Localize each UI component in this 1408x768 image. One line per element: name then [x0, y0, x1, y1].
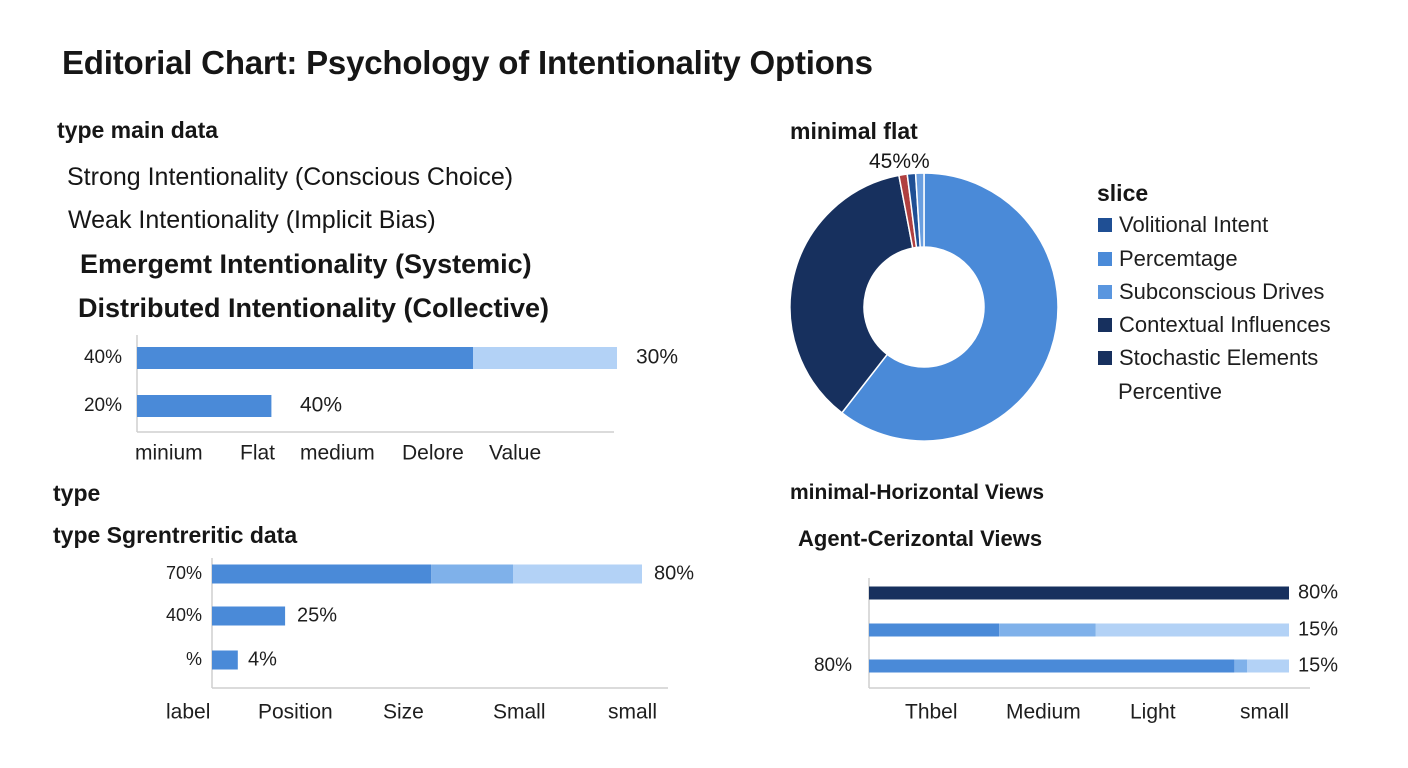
chart4-bar-2-seg-2 — [1247, 659, 1289, 673]
legend-label: Stochastic Elements — [1119, 345, 1319, 370]
chart1-x-tick-4: Value — [489, 442, 541, 465]
intentionality-item-3: Emergemt Intentionality (Systemic) — [80, 249, 532, 279]
chart4-category-label-2: 80% — [814, 655, 852, 676]
chart4-bar-0-seg-0 — [869, 586, 1289, 600]
donut-slice-stochastic-elements — [914, 172, 925, 248]
legend-label: Contextual Influences — [1119, 312, 1331, 337]
chart1-value-label-1: 40% — [300, 394, 342, 417]
legend-item: Volitional Intent — [1098, 212, 1268, 238]
chart3-x-tick-1: Position — [258, 701, 333, 724]
legend-label: Volitional Intent — [1119, 212, 1269, 237]
chart3-value-label-1: 25% — [297, 604, 337, 626]
chart4-bar-1-seg-0 — [869, 623, 1000, 637]
chart1-x-tick-3: Delore — [402, 442, 464, 465]
chart4-value-label-1: 15% — [1298, 618, 1338, 640]
donut-legend-title: slice — [1097, 180, 1149, 206]
donut-chart-title: minimal flat — [790, 118, 918, 144]
donut-slice-percemtage — [840, 172, 1059, 442]
chart3-value-label-2: 4% — [248, 648, 277, 670]
chart3-bar-0-seg-2 — [513, 564, 642, 584]
chart4-title: Agent-Cerizontal Views — [798, 526, 1043, 551]
legend-swatch — [1098, 252, 1112, 266]
chart3-x-tick-2: Size — [383, 701, 424, 724]
chart4-value-label-2: 15% — [1298, 654, 1338, 676]
chart3-category-label-1: 40% — [166, 605, 202, 625]
chart3-bar-2-seg-0 — [212, 650, 238, 670]
chart4-bar-2-seg-1 — [1234, 659, 1247, 673]
legend-item: Stochastic Elements — [1098, 345, 1318, 371]
chart3-category-label-0: 70% — [166, 563, 202, 583]
legend-label: Percemtage — [1119, 246, 1238, 271]
legend-item: Percentive — [1098, 379, 1222, 405]
chart4-bar-1-seg-1 — [999, 623, 1096, 637]
legend-item: Contextual Influences — [1098, 312, 1331, 338]
chart1-category-label-1: 20% — [84, 395, 122, 416]
chart3-x-tick-0: label — [166, 701, 210, 724]
chart4-value-label-0: 80% — [1298, 581, 1338, 603]
main-data-heading: type main data — [57, 117, 219, 143]
chart3-value-label-0: 80% — [654, 562, 694, 584]
donut-slice-subconscious-drives — [789, 174, 914, 414]
chart3-category-label-2: % — [186, 649, 202, 669]
intentionality-item-1: Strong Intentionality (Conscious Choice) — [67, 163, 514, 191]
chart1-bar-0-seg-0 — [137, 347, 473, 369]
chart4-x-tick-1: Medium — [1006, 701, 1081, 724]
chart4-bar-2-seg-0 — [869, 659, 1235, 673]
chart4-bar-1-seg-3 — [1163, 623, 1289, 637]
chart3-supertitle: type — [53, 480, 101, 506]
legend-swatch — [1098, 351, 1112, 365]
chart4-bar-1-seg-2 — [1095, 623, 1163, 637]
legend-label: Subconscious Drives — [1119, 279, 1325, 304]
intentionality-item-4: Distributed Intentionality (Collective) — [78, 293, 550, 323]
chart3-bar-0-seg-0 — [212, 564, 432, 584]
chart3-bar-1-seg-0 — [212, 606, 286, 626]
donut-slice-label: 45%% — [869, 150, 930, 173]
legend-label: Percentive — [1118, 379, 1222, 404]
intentionality-item-2: Weak Intentionality (Implicit Bias) — [68, 206, 436, 234]
chart1-x-tick-1: Flat — [240, 442, 275, 465]
chart4-x-tick-2: Light — [1130, 701, 1176, 724]
chart-title: Editorial Chart: Psychology of Intention… — [62, 44, 873, 81]
legend-item: Subconscious Drives — [1098, 279, 1324, 305]
chart3-x-tick-3: Small — [493, 701, 546, 724]
chart4-x-tick-0: Thbel — [905, 701, 958, 724]
chart4-supertitle: minimal-Horizontal Views — [790, 481, 1044, 504]
chart4-x-tick-3: small — [1240, 701, 1289, 724]
legend-swatch — [1098, 218, 1112, 232]
chart1-bar-1-seg-0 — [137, 395, 272, 417]
legend-item: Percemtage — [1098, 246, 1238, 272]
legend-swatch — [1098, 285, 1112, 299]
chart1-x-tick-2: medium — [300, 442, 375, 465]
chart3-x-tick-4: small — [608, 701, 657, 724]
chart1-value-label-0: 30% — [636, 346, 678, 369]
chart1-x-tick-0: minium — [135, 442, 203, 465]
chart3-bar-0-seg-1 — [431, 564, 513, 584]
chart3-title: type Sgrentreritic data — [53, 522, 298, 548]
chart1-category-label-0: 40% — [84, 347, 122, 368]
chart1-bar-0-seg-1 — [473, 347, 617, 369]
legend-swatch — [1098, 318, 1112, 332]
